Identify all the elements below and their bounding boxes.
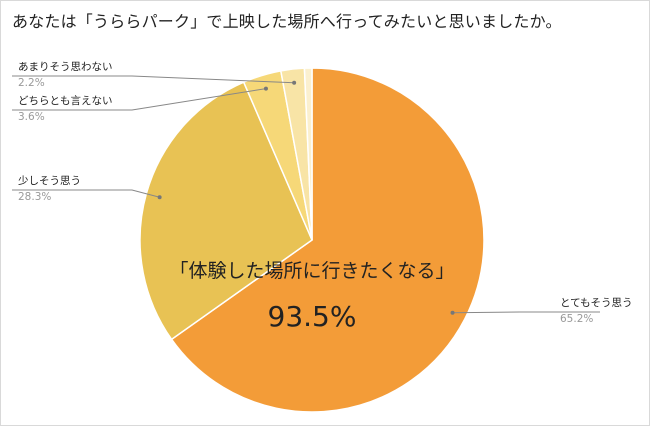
- leader-dot: [292, 80, 297, 85]
- slice-label: 少しそう思う: [18, 175, 81, 187]
- leader-line: [12, 75, 295, 84]
- annotation-text: 「体験した場所に行きたくなる」: [169, 260, 454, 282]
- slice-label: あまりそう思わない: [18, 61, 113, 73]
- slice-value-label: 2.2%: [18, 77, 45, 89]
- slice-value-label: 3.6%: [18, 111, 45, 123]
- chart-title: あなたは「うららパーク」で上映した場所へ行ってみたいと思いましたか。: [12, 12, 562, 31]
- slice-value-label: 28.3%: [18, 191, 51, 203]
- slice-label: どちらとも言えない: [18, 94, 113, 107]
- pie-slice: [170, 67, 485, 413]
- pie-slice: [303, 67, 313, 241]
- leader-line: [12, 88, 267, 111]
- leader-line: [452, 311, 600, 314]
- annotation-value: 93.5%: [268, 300, 357, 333]
- leader-dot: [450, 310, 455, 315]
- slice-value-label: 65.2%: [560, 313, 593, 325]
- leader-dot: [263, 86, 268, 91]
- leader-dot: [157, 195, 162, 200]
- leader-line: [12, 189, 160, 198]
- slice-label: とてもそう思う: [560, 297, 632, 309]
